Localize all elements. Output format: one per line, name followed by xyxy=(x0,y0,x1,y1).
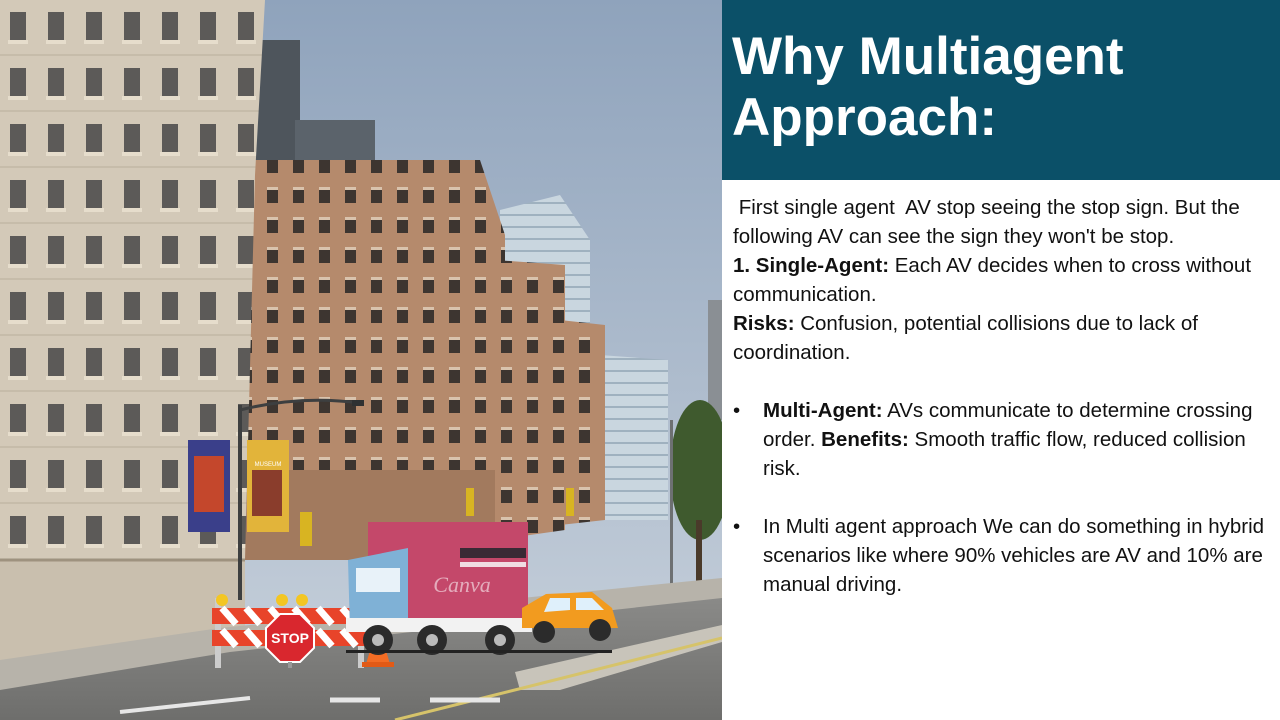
single-agent-paragraph: 1. Single-Agent: Each AV decides when to… xyxy=(733,251,1273,309)
stop-sign-text: STOP xyxy=(271,630,309,646)
banner-label: MUSEUM xyxy=(255,462,282,468)
hybrid-bullet: • In Multi agent approach We can do somet… xyxy=(733,512,1273,599)
single-agent-label: 1. Single-Agent: xyxy=(733,254,890,277)
risks-paragraph: Risks: Confusion, potential collisions d… xyxy=(733,309,1273,367)
risks-label: Risks: xyxy=(733,312,795,335)
single-agent-text: Each AV decides when to cross without co… xyxy=(733,254,1252,306)
slide-title: Why Multiagent Approach: xyxy=(732,27,1124,147)
car-icon xyxy=(522,592,618,643)
intro-paragraph: First single agent AV stop seeing the st… xyxy=(733,196,1246,248)
bullet-icon: • xyxy=(733,515,741,538)
canva-watermark: Canva xyxy=(433,572,490,597)
title-banner: Why Multiagent Approach: xyxy=(722,0,1280,180)
benefits-label: Benefits: xyxy=(821,428,909,451)
truck-icon xyxy=(346,522,532,655)
slide-body: First single agent AV stop seeing the st… xyxy=(733,193,1273,599)
benefits-text: Smooth traffic flow, reduced collision r… xyxy=(763,428,1246,480)
bullet-icon: • xyxy=(733,399,741,422)
stop-sign-icon xyxy=(265,613,315,663)
multi-agent-text: AVs communicate to determine crossing or… xyxy=(763,399,1253,451)
hybrid-text: In Multi agent approach We can do someth… xyxy=(763,515,1265,596)
multi-agent-label: Multi-Agent: xyxy=(763,399,883,422)
multi-agent-bullet: • Multi-Agent: AVs communicate to determi… xyxy=(733,396,1273,483)
street-scene-image: MUSEUM STOP xyxy=(0,0,722,720)
risks-text: Confusion, potential collisions due to l… xyxy=(733,312,1198,364)
